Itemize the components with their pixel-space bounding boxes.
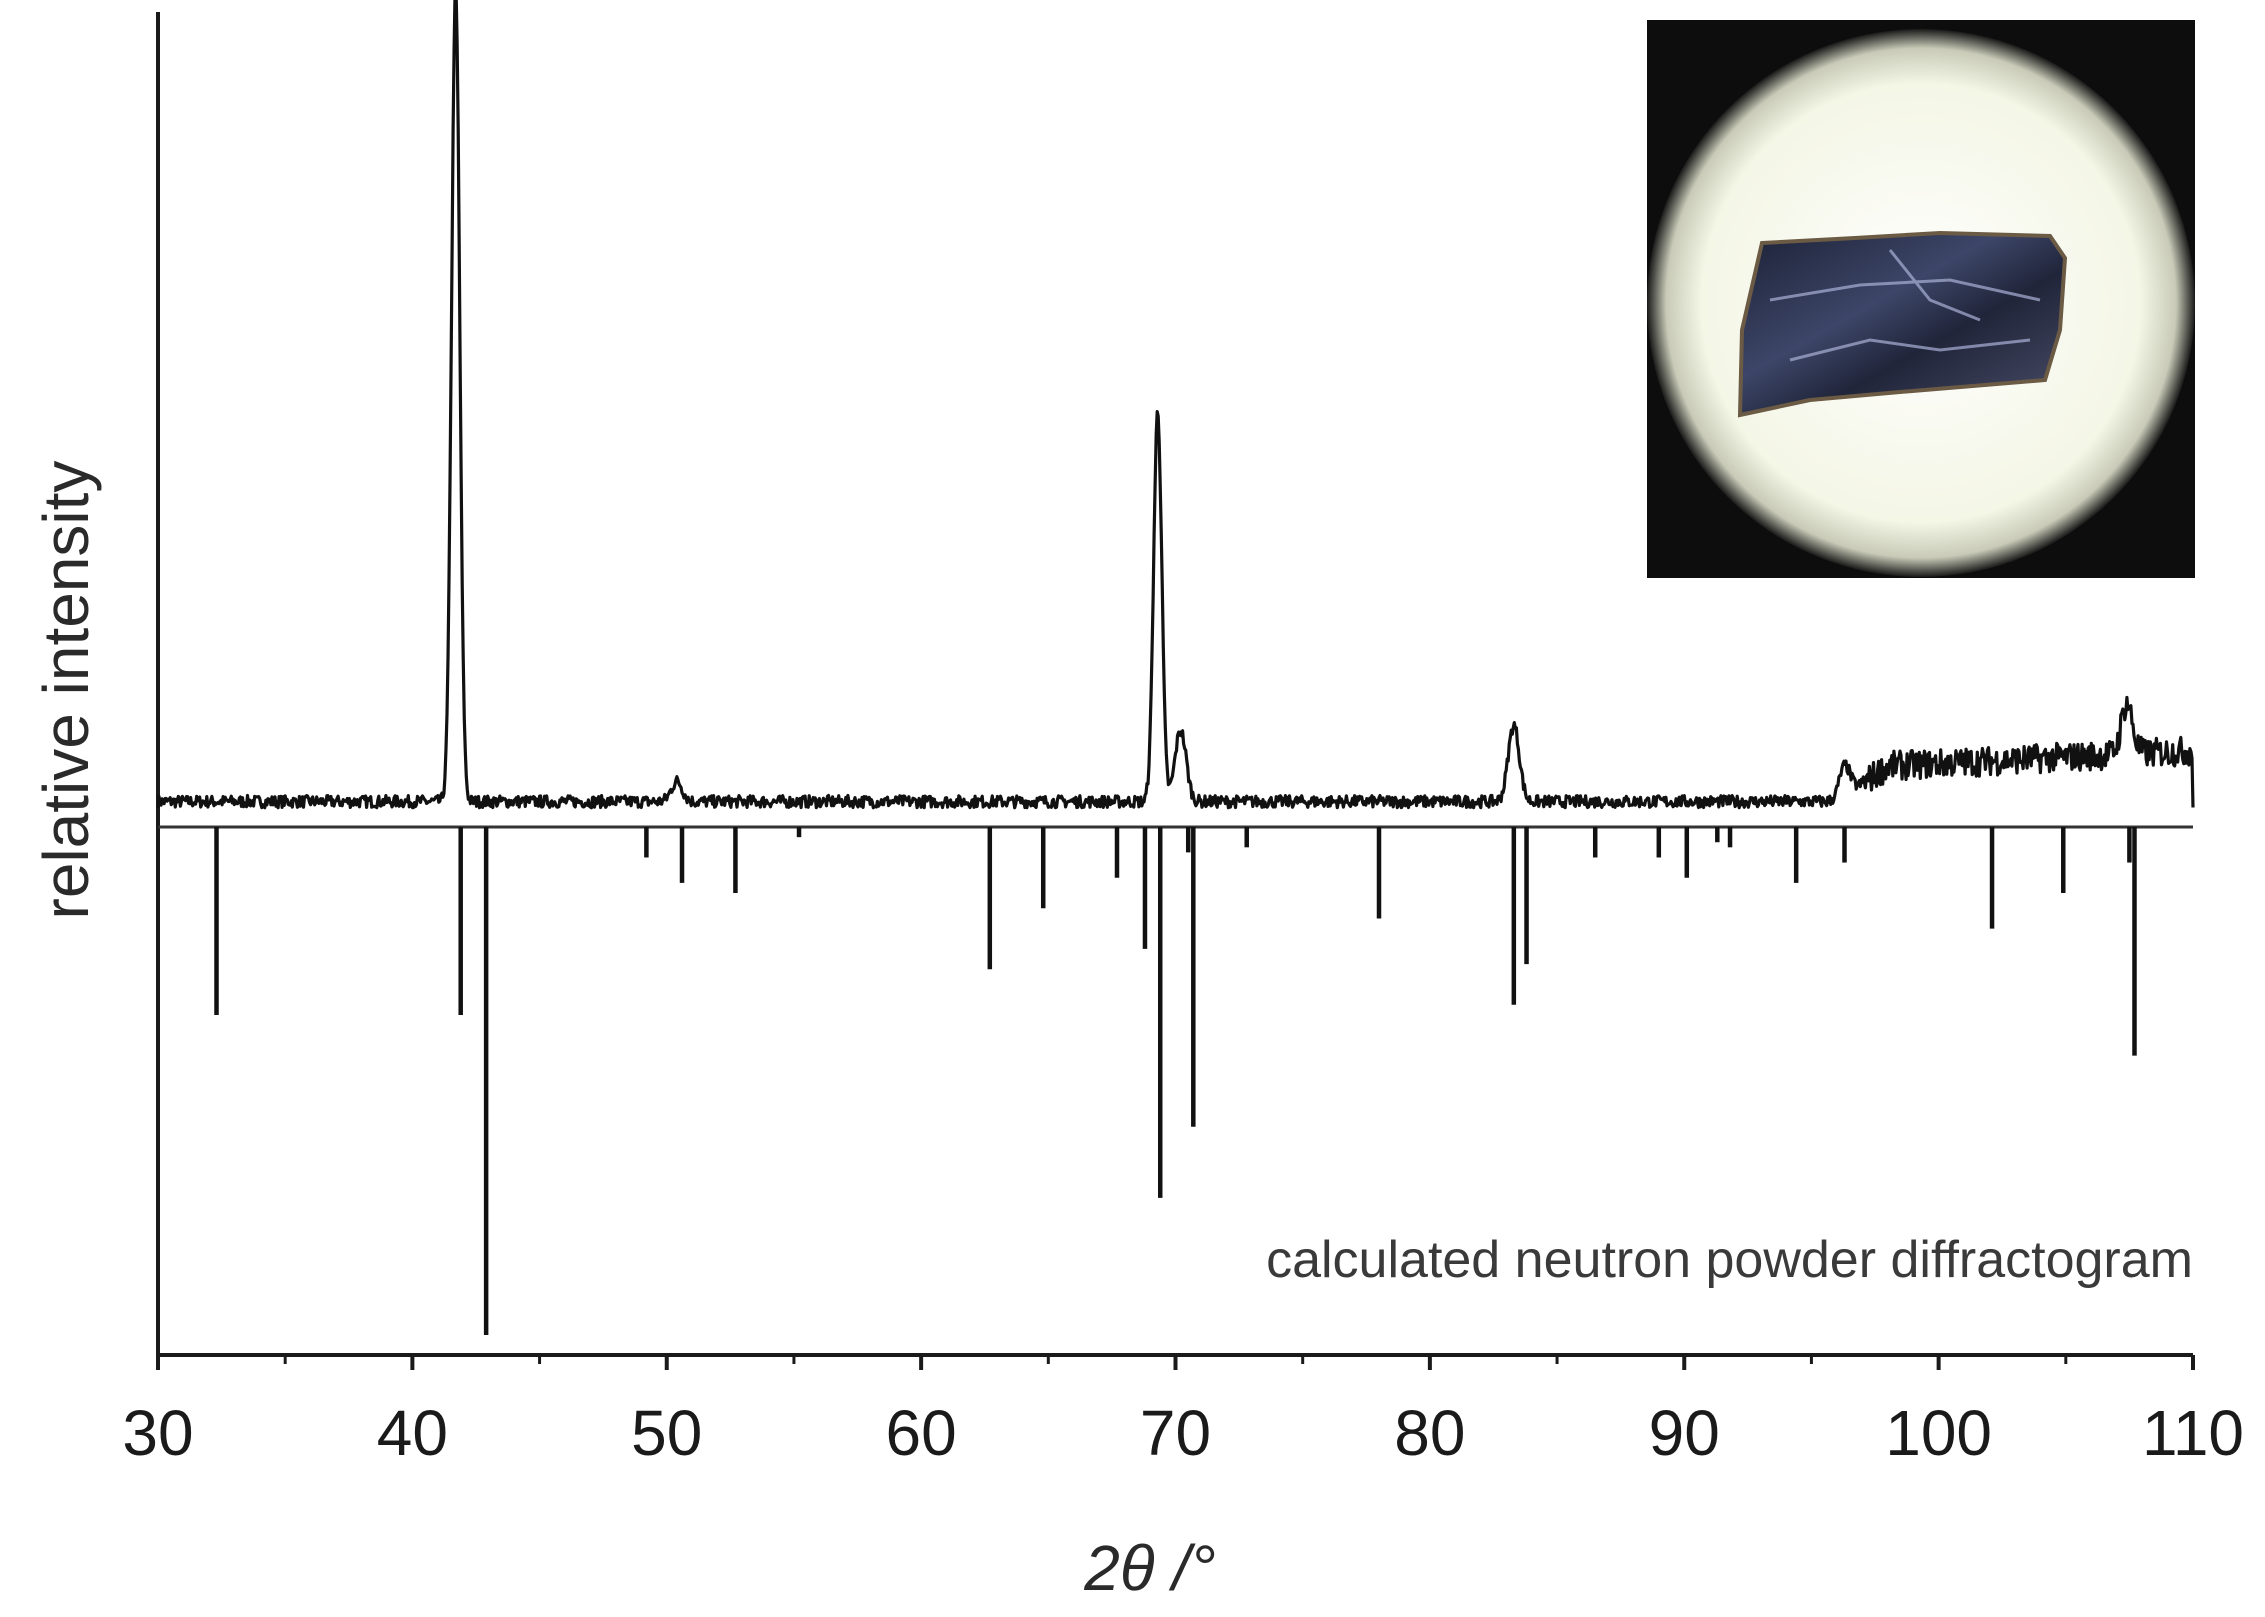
x-tick-label: 110 <box>2142 1397 2244 1469</box>
x-tick-label: 30 <box>122 1397 193 1469</box>
calculated-sticks <box>214 827 2137 1335</box>
x-tick-label: 60 <box>886 1397 957 1469</box>
x-tick-label: 80 <box>1394 1397 1465 1469</box>
x-axis-title: 2θ /° <box>1083 1532 1215 1604</box>
x-tick-label: 40 <box>377 1397 448 1469</box>
x-tick-labels: 30 40 50 60 70 80 90 100 110 <box>122 1397 2244 1469</box>
measured-pattern-line <box>156 0 2195 810</box>
x-tick-label: 50 <box>631 1397 702 1469</box>
x-tick-label: 100 <box>1885 1397 1992 1469</box>
annotation-text: calculated neutron powder diffractogram <box>1266 1231 2193 1289</box>
crystal-highlight <box>1769 249 2041 362</box>
x-ticks <box>156 1355 2195 1370</box>
crystal <box>1737 230 2068 418</box>
x-tick-label: 70 <box>1140 1397 1211 1469</box>
inset-photo <box>1647 20 2195 578</box>
x-tick-label: 90 <box>1649 1397 1720 1469</box>
y-axis-title: relative intensity <box>30 461 102 920</box>
